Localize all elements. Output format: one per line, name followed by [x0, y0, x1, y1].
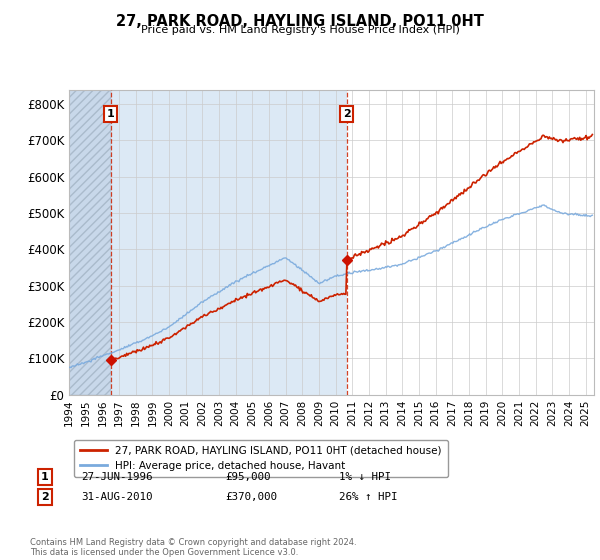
Text: Contains HM Land Registry data © Crown copyright and database right 2024.
This d: Contains HM Land Registry data © Crown c… — [30, 538, 356, 557]
Bar — [69, 90, 110, 395]
Text: £95,000: £95,000 — [225, 472, 271, 482]
Text: 31-AUG-2010: 31-AUG-2010 — [81, 492, 152, 502]
Text: 1: 1 — [107, 109, 115, 119]
Text: 1% ↓ HPI: 1% ↓ HPI — [339, 472, 391, 482]
Text: 27-JUN-1996: 27-JUN-1996 — [81, 472, 152, 482]
Bar — [69, 90, 347, 395]
Text: 27, PARK ROAD, HAYLING ISLAND, PO11 0HT: 27, PARK ROAD, HAYLING ISLAND, PO11 0HT — [116, 14, 484, 29]
Text: 26% ↑ HPI: 26% ↑ HPI — [339, 492, 397, 502]
Legend: 27, PARK ROAD, HAYLING ISLAND, PO11 0HT (detached house), HPI: Average price, de: 27, PARK ROAD, HAYLING ISLAND, PO11 0HT … — [74, 440, 448, 477]
Text: Price paid vs. HM Land Registry's House Price Index (HPI): Price paid vs. HM Land Registry's House … — [140, 25, 460, 35]
Text: 1: 1 — [41, 472, 49, 482]
Text: 2: 2 — [343, 109, 350, 119]
Text: £370,000: £370,000 — [225, 492, 277, 502]
Text: 2: 2 — [41, 492, 49, 502]
